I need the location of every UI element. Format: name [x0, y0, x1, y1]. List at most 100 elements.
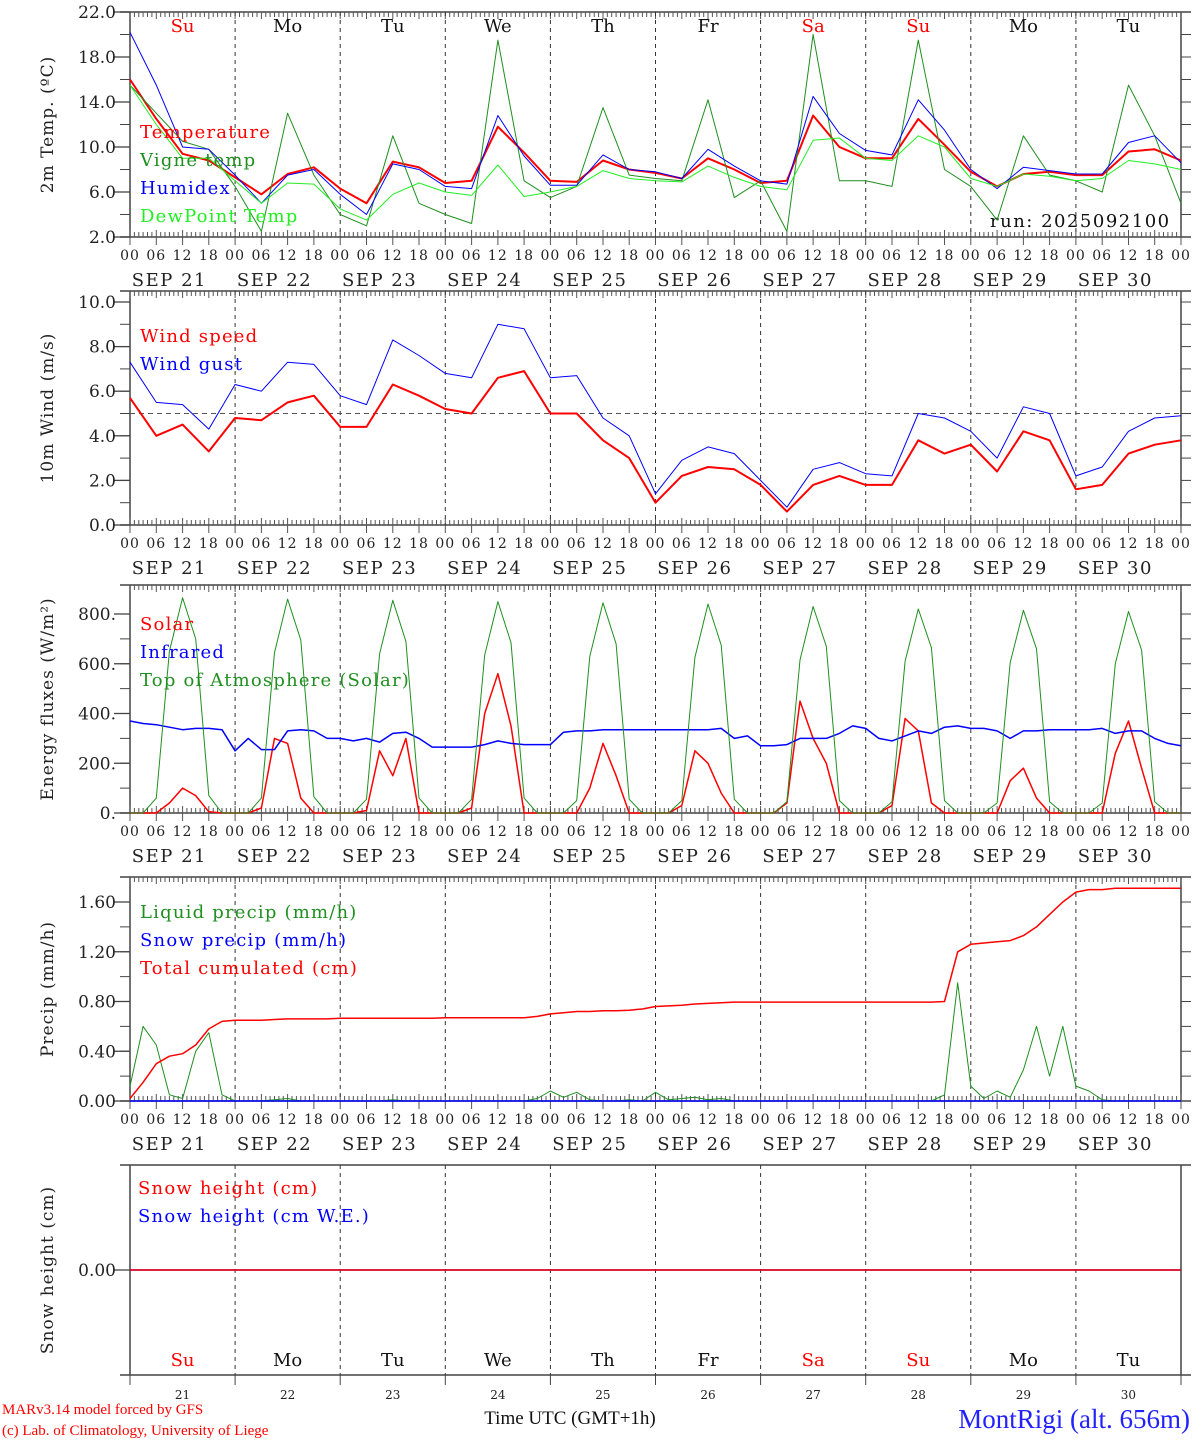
- y-tick-label: 8.0: [89, 338, 116, 358]
- model-credit: MARv3.14 model forced by GFS: [2, 1402, 203, 1418]
- hour-tick-label: 12: [383, 536, 403, 552]
- hour-tick-label: 12: [488, 824, 508, 840]
- hour-tick-label: 18: [409, 824, 429, 840]
- hour-tick-label: 06: [882, 1112, 902, 1128]
- hour-tick-label: 06: [462, 824, 482, 840]
- date-label: SEP 30: [1078, 270, 1153, 291]
- hour-tick-label: 12: [383, 824, 403, 840]
- hour-tick-label: 00: [120, 536, 140, 552]
- hour-tick-label: 06: [1092, 1112, 1112, 1128]
- y-tick-label: 6.0: [89, 382, 116, 402]
- hour-tick-label: 00: [120, 1112, 140, 1128]
- day-number-label: 30: [1121, 1388, 1136, 1402]
- date-label: SEP 28: [868, 270, 943, 291]
- date-label: SEP 22: [237, 1134, 312, 1155]
- hour-tick-label: 06: [251, 536, 271, 552]
- day-of-week-label-top: Mo: [273, 16, 302, 37]
- hour-tick-label: 00: [751, 536, 771, 552]
- y-tick-label: 1.60: [78, 893, 116, 913]
- y-axis-label: 10m Wind (m/s): [38, 333, 58, 484]
- hour-tick-label: 18: [1145, 536, 1165, 552]
- hour-tick-label: 06: [672, 536, 692, 552]
- hour-tick-label: 00: [540, 248, 560, 264]
- hour-tick-label: 06: [357, 248, 377, 264]
- y-tick-label: 10.0: [78, 138, 116, 158]
- x-minor-ticks: [129, 585, 1182, 821]
- hour-tick-label: 00: [330, 1112, 350, 1128]
- hour-tick-label: 00: [120, 824, 140, 840]
- hour-tick-label: 00: [856, 824, 876, 840]
- date-label: SEP 28: [868, 1134, 943, 1155]
- date-label: SEP 27: [762, 846, 837, 867]
- hour-tick-label: 06: [777, 248, 797, 264]
- y-tick-label: 0.80: [78, 993, 116, 1013]
- hour-tick-label: 18: [199, 248, 219, 264]
- date-label: SEP 22: [237, 846, 312, 867]
- date-label: SEP 29: [973, 558, 1048, 579]
- hour-tick-label: 12: [593, 824, 613, 840]
- day-of-week-label-top: Tu: [1117, 16, 1141, 37]
- hour-tick-label: 18: [1040, 248, 1060, 264]
- hour-tick-label: 12: [173, 1112, 193, 1128]
- day-of-week-label-top: We: [484, 16, 512, 37]
- hour-tick-label: 00: [856, 248, 876, 264]
- series-line-top-of-atmosphere-solar: [130, 597, 1181, 814]
- date-label: SEP 22: [237, 270, 312, 291]
- y-tick-label: 14.0: [78, 93, 116, 113]
- hour-tick-label: 00: [961, 248, 981, 264]
- hour-tick-label: 18: [935, 248, 955, 264]
- day-number-label: 27: [806, 1388, 821, 1402]
- day-of-week-label-top: Fr: [698, 16, 719, 37]
- y-tick-label: 2.0: [89, 471, 116, 491]
- hour-tick-label: 06: [357, 824, 377, 840]
- day-number-label: 28: [911, 1388, 926, 1402]
- date-label: SEP 24: [447, 558, 522, 579]
- date-label: SEP 24: [447, 1134, 522, 1155]
- hour-tick-label: 00: [225, 248, 245, 264]
- date-label: SEP 30: [1078, 846, 1153, 867]
- date-label: SEP 29: [973, 846, 1048, 867]
- hour-tick-label: 06: [462, 1112, 482, 1128]
- hour-tick-label: 00: [1171, 536, 1191, 552]
- hour-tick-label: 18: [1145, 1112, 1165, 1128]
- hour-tick-label: 06: [251, 248, 271, 264]
- hour-tick-label: 00: [1066, 824, 1086, 840]
- legend-entry: Humidex: [140, 178, 231, 199]
- hour-tick-label: 18: [409, 536, 429, 552]
- hour-tick-label: 00: [961, 536, 981, 552]
- hour-tick-label: 12: [1013, 248, 1033, 264]
- hour-tick-label: 12: [1013, 1112, 1033, 1128]
- hour-tick-label: 06: [882, 248, 902, 264]
- hour-tick-label: 06: [146, 248, 166, 264]
- hour-tick-label: 12: [908, 248, 928, 264]
- hour-tick-label: 06: [987, 536, 1007, 552]
- hour-tick-label: 18: [724, 824, 744, 840]
- hour-tick-label: 00: [120, 248, 140, 264]
- hour-tick-label: 12: [698, 248, 718, 264]
- hour-tick-label: 12: [278, 1112, 298, 1128]
- date-label: SEP 29: [973, 270, 1048, 291]
- date-label: SEP 30: [1078, 1134, 1153, 1155]
- hour-tick-label: 18: [304, 1112, 324, 1128]
- date-label: SEP 25: [552, 270, 627, 291]
- date-label: SEP 25: [552, 558, 627, 579]
- hour-tick-label: 00: [435, 824, 455, 840]
- y-tick-label: 10.0: [78, 293, 116, 313]
- day-number-label: 22: [280, 1388, 295, 1402]
- date-label: SEP 21: [132, 270, 207, 291]
- day-of-week-label-bottom: Th: [591, 1350, 615, 1371]
- hour-tick-label: 00: [751, 824, 771, 840]
- hour-tick-label: 06: [1092, 824, 1112, 840]
- hour-tick-label: 12: [1119, 1112, 1139, 1128]
- day-of-week-label-top: Su: [171, 16, 195, 37]
- hour-tick-label: 06: [777, 824, 797, 840]
- legend-entry: Liquid precip (mm/h): [140, 902, 358, 923]
- hour-tick-label: 06: [882, 824, 902, 840]
- date-label: SEP 26: [657, 846, 732, 867]
- series-line-humidex: [129, 32, 1182, 215]
- day-of-week-label-bottom: Tu: [381, 1350, 405, 1371]
- date-label: SEP 23: [342, 1134, 417, 1155]
- day-of-week-label-top: Mo: [1009, 16, 1038, 37]
- hour-tick-label: 18: [304, 536, 324, 552]
- hour-tick-label: 00: [435, 248, 455, 264]
